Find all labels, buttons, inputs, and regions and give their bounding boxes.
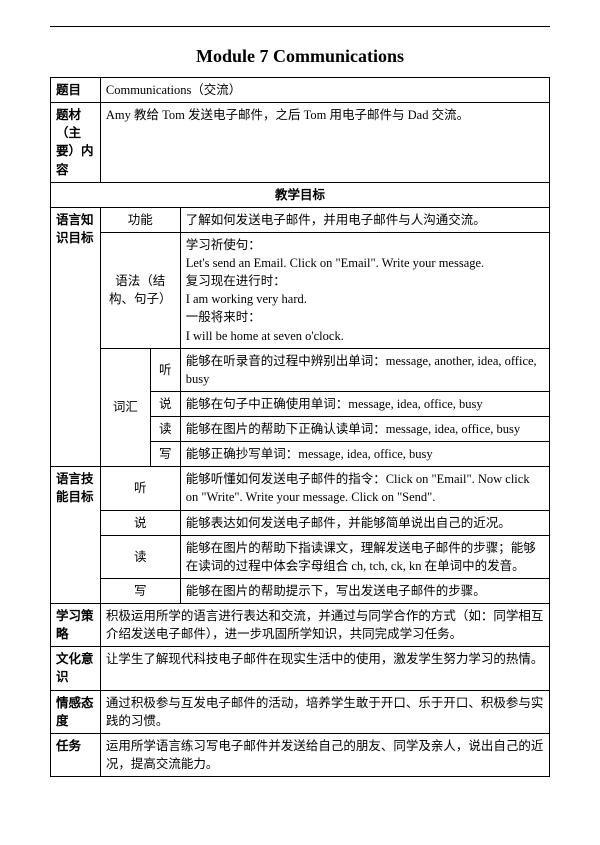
cell-speak-value: 能够在句子中正确使用单词：message, idea, office, busy [180, 391, 549, 416]
row-skill-write: 写 能够在图片的帮助提示下，写出发送电子邮件的步骤。 [51, 578, 550, 603]
row-material: 题材（主要）内容 Amy 教给 Tom 发送电子邮件，之后 Tom 用电子邮件与… [51, 103, 550, 183]
cell-culture-value: 让学生了解现代科技电子邮件在现实生活中的使用，激发学生努力学习的热情。 [100, 647, 549, 690]
row-topic: 题目 Communications（交流） [51, 78, 550, 103]
cell-read-label: 读 [150, 417, 180, 442]
row-skill-read: 读 能够在图片的帮助下指读课文，理解发送电子邮件的步骤；能够在读词的过程中体会字… [51, 535, 550, 578]
row-emotion: 情感态度 通过积极参与互发电子邮件的活动，培养学生敢于开口、乐于开口、积极参与实… [51, 690, 550, 733]
cell-lang-skill-label: 语言技能目标 [51, 467, 101, 604]
cell-skill-listen-value: 能够听懂如何发送电子邮件的指令：Click on "Email". Now cl… [180, 467, 549, 510]
cell-write-label: 写 [150, 442, 180, 467]
row-func: 语言知识目标 功能 了解如何发送电子邮件，并用电子邮件与人沟通交流。 [51, 207, 550, 232]
cell-func-label: 功能 [100, 207, 180, 232]
row-strategy: 学习策略 积极运用所学的语言进行表达和交流，并通过与同学合作的方式（如：同学相互… [51, 604, 550, 647]
cell-grammar-label: 语法（结构、句子） [100, 232, 180, 348]
cell-emotion-label: 情感态度 [51, 690, 101, 733]
cell-culture-label: 文化意识 [51, 647, 101, 690]
cell-func-value: 了解如何发送电子邮件，并用电子邮件与人沟通交流。 [180, 207, 549, 232]
row-objectives-header: 教学目标 [51, 182, 550, 207]
cell-skill-read-label: 读 [100, 535, 180, 578]
cell-listen-value: 能够在听录音的过程中辨别出单词：message, another, idea, … [180, 348, 549, 391]
cell-skill-write-value: 能够在图片的帮助提示下，写出发送电子邮件的步骤。 [180, 578, 549, 603]
cell-material-value: Amy 教给 Tom 发送电子邮件，之后 Tom 用电子邮件与 Dad 交流。 [100, 103, 549, 183]
cell-skill-speak-label: 说 [100, 510, 180, 535]
document-page: Module 7 Communications 题目 Communication… [0, 0, 600, 845]
cell-skill-write-label: 写 [100, 578, 180, 603]
cell-topic-value: Communications（交流） [100, 78, 549, 103]
cell-vocab-label: 词汇 [100, 348, 150, 467]
cell-task-value: 运用所学语言练习写电子邮件并发送给自己的朋友、同学及亲人，说出自己的近况，提高交… [100, 733, 549, 776]
row-skill-listen: 语言技能目标 听 能够听懂如何发送电子邮件的指令：Click on "Email… [51, 467, 550, 510]
row-grammar: 语法（结构、句子） 学习祈使句： Let's send an Email. Cl… [51, 232, 550, 348]
cell-material-label: 题材（主要）内容 [51, 103, 101, 183]
cell-read-value: 能够在图片的帮助下正确认读单词：message, idea, office, b… [180, 417, 549, 442]
cell-strategy-label: 学习策略 [51, 604, 101, 647]
document-title: Module 7 Communications [50, 43, 550, 69]
cell-write-value: 能够正确抄写单词：message, idea, office, busy [180, 442, 549, 467]
cell-speak-label: 说 [150, 391, 180, 416]
cell-grammar-value: 学习祈使句： Let's send an Email. Click on "Em… [180, 232, 549, 348]
cell-listen-label: 听 [150, 348, 180, 391]
cell-objectives-header: 教学目标 [51, 182, 550, 207]
cell-emotion-value: 通过积极参与互发电子邮件的活动，培养学生敢于开口、乐于开口、积极参与实践的习惯。 [100, 690, 549, 733]
row-skill-speak: 说 能够表达如何发送电子邮件，并能够简单说出自己的近况。 [51, 510, 550, 535]
row-vocab-listen: 词汇 听 能够在听录音的过程中辨别出单词：message, another, i… [51, 348, 550, 391]
cell-strategy-value: 积极运用所学的语言进行表达和交流，并通过与同学合作的方式（如：同学相互介绍发送电… [100, 604, 549, 647]
cell-task-label: 任务 [51, 733, 101, 776]
cell-skill-read-value: 能够在图片的帮助下指读课文，理解发送电子邮件的步骤；能够在读词的过程中体会字母组… [180, 535, 549, 578]
cell-skill-listen-label: 听 [100, 467, 180, 510]
top-rule [50, 26, 550, 27]
row-task: 任务 运用所学语言练习写电子邮件并发送给自己的朋友、同学及亲人，说出自己的近况，… [51, 733, 550, 776]
cell-lang-know-label: 语言知识目标 [51, 207, 101, 467]
row-culture: 文化意识 让学生了解现代科技电子邮件在现实生活中的使用，激发学生努力学习的热情。 [51, 647, 550, 690]
cell-skill-speak-value: 能够表达如何发送电子邮件，并能够简单说出自己的近况。 [180, 510, 549, 535]
cell-topic-label: 题目 [51, 78, 101, 103]
lesson-plan-table: 题目 Communications（交流） 题材（主要）内容 Amy 教给 To… [50, 77, 550, 777]
